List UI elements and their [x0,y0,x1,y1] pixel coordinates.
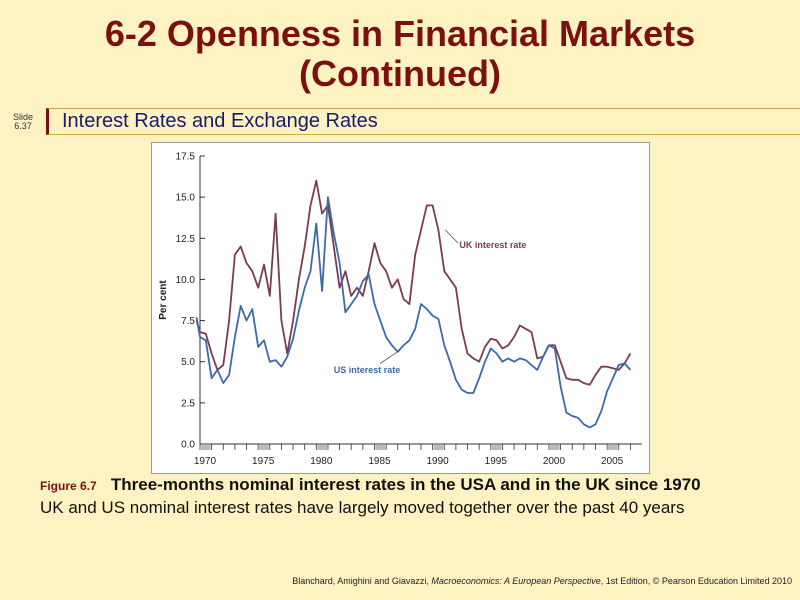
slide-number: 6.37 [14,121,32,131]
y-tick-label: 15.0 [176,193,196,204]
us-label-leader [380,349,401,364]
footer-edition: , 1st Edition, © Pearson Education Limit… [600,576,792,586]
uk-label-leader [445,229,459,244]
x-year-marker [201,445,211,450]
x-year-marker [608,445,618,450]
x-year-marker [317,445,327,450]
footer-authors: Blanchard, Amighini and Giavazzi, [292,576,432,586]
x-tick-label: 1995 [485,456,508,467]
us-series-label: US interest rate [334,365,401,375]
slide-title-line1: 6-2 Openness in Financial Markets [104,13,696,54]
x-year-marker [433,445,444,450]
footer-citation: Blanchard, Amighini and Giavazzi, Macroe… [292,576,792,586]
slide-number-badge: Slide 6.37 [8,113,38,131]
y-tick-label: 17.5 [176,152,196,163]
x-tick-label: 1990 [427,456,450,467]
uk-interest-rate-line [195,179,632,386]
x-tick-label: 1980 [310,456,333,467]
slide-subtitle: Interest Rates and Exchange Rates [62,110,378,132]
interest-rate-chart: 0.0 2.5 5.0 7.5 10.0 12.5 15.0 17.5 1970 1975 1980… [158,152,642,467]
y-tick-label: 12.5 [176,234,196,245]
x-tick-label: 2000 [543,456,566,467]
x-tick-label: 1970 [194,456,217,467]
y-tick-label: 7.5 [181,316,195,327]
x-year-marker [491,445,502,450]
uk-series-label: UK interest rate [459,240,526,250]
x-year-marker [549,445,560,450]
y-tick-label: 2.5 [181,398,195,409]
figure-caption: Figure 6.7 Three-months nominal interest… [40,474,740,519]
y-axis-label: Per cent [158,280,169,320]
subtitle-bar [46,108,800,135]
x-tick-label: 1985 [368,456,391,467]
y-tick-label: 5.0 [181,357,195,368]
y-tick-label: 10.0 [176,275,196,286]
us-interest-rate-line [195,196,632,429]
x-tick-label: 1975 [252,456,275,467]
x-tick-label: 2005 [601,456,624,467]
footer-book: Macroeconomics: A European Perspective [431,576,601,586]
slide-label: Slide [12,112,33,122]
x-year-marker [375,445,386,450]
chart-panel: 0.0 2.5 5.0 7.5 10.0 12.5 15.0 17.5 1970 1975 1980… [151,142,650,474]
slide-title-line2: (Continued) [299,53,501,94]
figure-description: UK and US nominal interest rates have la… [40,498,685,517]
y-tick-label: 0.0 [181,440,195,451]
slide-title: 6-2 Openness in Financial Markets (Conti… [0,14,800,94]
figure-title: Three-months nominal interest rates in t… [110,475,701,494]
figure-label: Figure 6.7 [40,479,97,493]
x-year-marker [259,445,269,450]
